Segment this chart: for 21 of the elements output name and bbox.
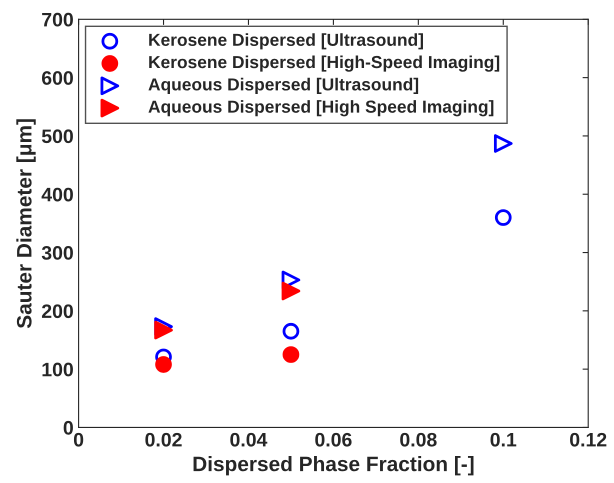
x-axis-title: Dispersed Phase Fraction [-] — [194, 456, 474, 476]
y-tick-label: 300 — [42, 246, 73, 260]
y-tick-label: 600 — [42, 71, 73, 85]
x-tick-label: 0.02 — [145, 432, 182, 447]
y-tick-label: 500 — [42, 129, 73, 144]
y-tick-label: 400 — [42, 188, 73, 202]
legend-label: Kerosene Dispersed [High-Speed Imaging] — [149, 55, 500, 72]
legend-label: Kerosene Dispersed [Ultrasound] — [149, 33, 423, 50]
x-tick-label: 0.1 — [490, 432, 516, 447]
y-tick-label: 200 — [42, 304, 73, 318]
y-tick-label: 100 — [42, 362, 73, 376]
x-tick-label: 0.08 — [400, 432, 437, 447]
legend-label: Aqueous Dispersed [Ultrasound] — [148, 78, 418, 94]
x-tick-label: 0 — [74, 432, 84, 447]
y-tick-label: 0 — [64, 420, 73, 435]
y-tick-label: 700 — [42, 12, 73, 27]
x-tick-label: 0.12 — [570, 432, 606, 447]
y-axis-title: Sauter Diameter [μm] — [16, 119, 36, 328]
legend-label: Aqueous Dispersed [High Speed Imaging] — [148, 100, 494, 116]
x-tick-label: 0.06 — [315, 432, 352, 447]
x-tick-label: 0.04 — [230, 432, 268, 447]
